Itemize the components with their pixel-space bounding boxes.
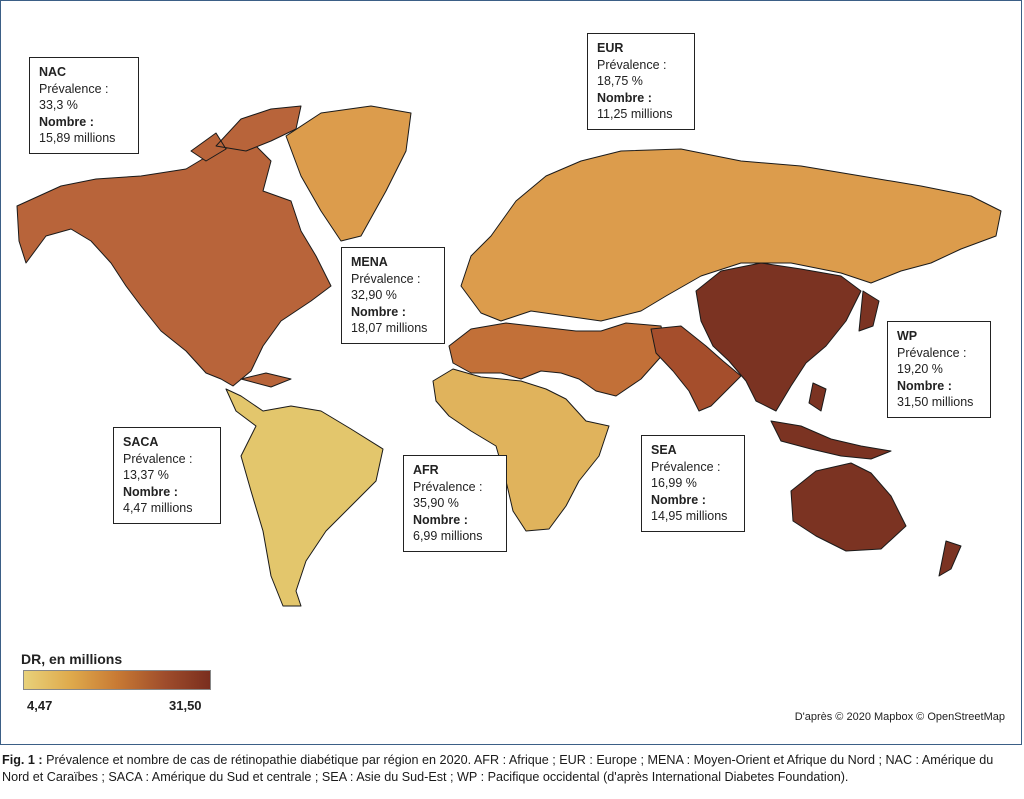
legend-max-label: 31,50 xyxy=(169,698,202,713)
region-nac xyxy=(16,140,332,387)
prevalence-label: Prévalence : xyxy=(597,57,667,72)
new-zealand xyxy=(938,540,962,577)
count-label: Nombre : xyxy=(123,484,178,499)
count-label: Nombre : xyxy=(597,90,652,105)
callout-nac: NAC Prévalence : 33,3 % Nombre : 15,89 m… xyxy=(29,57,139,154)
prevalence-value: 19,20 % xyxy=(897,362,943,376)
count-value: 31,50 millions xyxy=(897,395,974,409)
prevalence-value: 18,75 % xyxy=(597,74,643,88)
count-value: 18,07 millions xyxy=(351,321,428,335)
prevalence-label: Prévalence : xyxy=(897,345,967,360)
region-mena xyxy=(448,322,667,397)
figure-number: Fig. 1 : xyxy=(2,753,43,767)
region-saca xyxy=(225,388,384,607)
count-value: 14,95 millions xyxy=(651,509,728,523)
callout-code: AFR xyxy=(413,463,439,477)
count-label: Nombre : xyxy=(897,378,952,393)
callout-wp: WP Prévalence : 19,20 % Nombre : 31,50 m… xyxy=(887,321,991,418)
legend-title: DR, en millions xyxy=(21,651,123,667)
prevalence-label: Prévalence : xyxy=(413,479,483,494)
region-sea xyxy=(650,325,742,412)
callout-sea: SEA Prévalence : 16,99 % Nombre : 14,95 … xyxy=(641,435,745,532)
callout-code: SEA xyxy=(651,443,677,457)
prevalence-label: Prévalence : xyxy=(351,271,421,286)
callout-code: EUR xyxy=(597,41,624,55)
callout-saca: SACA Prévalence : 13,37 % Nombre : 4,47 … xyxy=(113,427,221,524)
map-frame: NAC Prévalence : 33,3 % Nombre : 15,89 m… xyxy=(0,0,1022,745)
region-nac-islands xyxy=(190,105,302,388)
callout-code: NAC xyxy=(39,65,67,79)
prevalence-label: Prévalence : xyxy=(39,81,109,96)
count-value: 6,99 millions xyxy=(413,529,483,543)
prevalence-label: Prévalence : xyxy=(123,451,193,466)
prevalence-value: 35,90 % xyxy=(413,496,459,510)
count-label: Nombre : xyxy=(39,114,94,129)
callout-mena: MENA Prévalence : 32,90 % Nombre : 18,07… xyxy=(341,247,445,344)
greenland xyxy=(285,105,412,242)
figure-caption: Fig. 1 : Prévalence et nombre de cas de … xyxy=(2,752,1022,785)
world-map xyxy=(16,105,1002,607)
caption-text: Prévalence et nombre de cas de rétinopat… xyxy=(2,753,994,784)
legend-min-label: 4,47 xyxy=(27,698,53,713)
callout-code: WP xyxy=(897,329,918,343)
count-label: Nombre : xyxy=(651,492,706,507)
prevalence-value: 16,99 % xyxy=(651,476,697,490)
count-label: Nombre : xyxy=(351,304,406,319)
count-value: 15,89 millions xyxy=(39,131,116,145)
callout-afr: AFR Prévalence : 35,90 % Nombre : 6,99 m… xyxy=(403,455,507,552)
prevalence-value: 13,37 % xyxy=(123,468,169,482)
callout-code: MENA xyxy=(351,255,388,269)
count-label: Nombre : xyxy=(413,512,468,527)
region-eur xyxy=(460,148,1002,322)
prevalence-value: 32,90 % xyxy=(351,288,397,302)
prevalence-value: 33,3 % xyxy=(39,98,78,112)
region-wp xyxy=(695,262,862,412)
prevalence-label: Prévalence : xyxy=(651,459,721,474)
region-wp-islands xyxy=(770,290,892,460)
australia xyxy=(790,462,907,552)
count-value: 4,47 millions xyxy=(123,501,193,515)
callout-eur: EUR Prévalence : 18,75 % Nombre : 11,25 … xyxy=(587,33,695,130)
region-afr xyxy=(432,368,610,532)
legend-color-bar xyxy=(23,670,211,690)
map-credit: D'après © 2020 Mapbox © OpenStreetMap xyxy=(794,711,1005,723)
callout-code: SACA xyxy=(123,435,159,449)
count-value: 11,25 millions xyxy=(597,107,673,121)
